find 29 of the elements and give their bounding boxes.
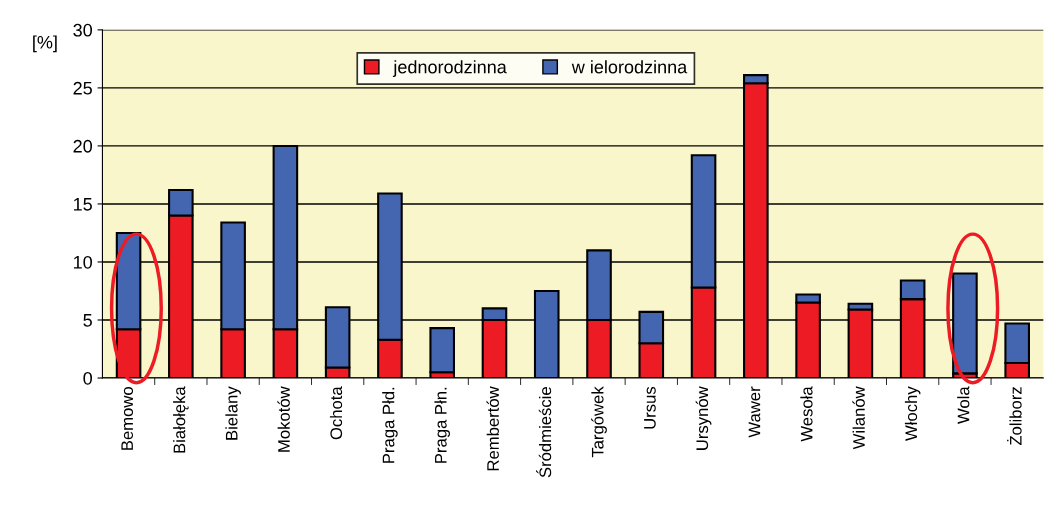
x-tick-label: Praga Płd. xyxy=(382,387,398,463)
y-tick-label: 25 xyxy=(73,81,92,95)
x-tick-label: Wawer xyxy=(748,386,761,438)
y-tick-label: 5 xyxy=(83,314,92,327)
x-tick-label: Bielany xyxy=(225,386,241,440)
x-tick-label: Bemowo xyxy=(121,387,134,450)
y-tick-label: 20 xyxy=(73,139,93,153)
x-tick-label: Śródmieście xyxy=(536,387,552,478)
x-tick-label: Wilanów xyxy=(852,386,865,450)
x-tick-label: Rembertów xyxy=(486,386,499,471)
x-tick-label: Praga Płn. xyxy=(434,387,450,463)
legend-label: w ielorodzinna xyxy=(571,60,688,74)
bar xyxy=(429,327,455,374)
x-tick-label: Ochota xyxy=(329,386,343,440)
x-tick-label: Włochy xyxy=(904,386,921,441)
x-tick-label: Białołęka xyxy=(173,386,189,453)
y-tick-label: 30 xyxy=(73,23,93,37)
x-tick-label: Targówek xyxy=(591,386,607,458)
x-tick-label: Mokotów xyxy=(277,386,290,452)
legend-label: jednorodzinna xyxy=(392,60,507,77)
x-tick-label: Wesoła xyxy=(800,386,813,442)
y-tick-label: 10 xyxy=(74,255,93,269)
y-tick-label: 15 xyxy=(74,198,92,211)
y-tick-label: 0 xyxy=(83,371,92,385)
y-axis-title: [%] xyxy=(33,35,57,53)
x-tick-label: Ursynów xyxy=(695,386,712,450)
x-tick-label: Wola xyxy=(957,386,970,424)
x-tick-label: Żoliborz xyxy=(1007,387,1022,446)
x-tick-label: Ursus xyxy=(644,386,656,429)
